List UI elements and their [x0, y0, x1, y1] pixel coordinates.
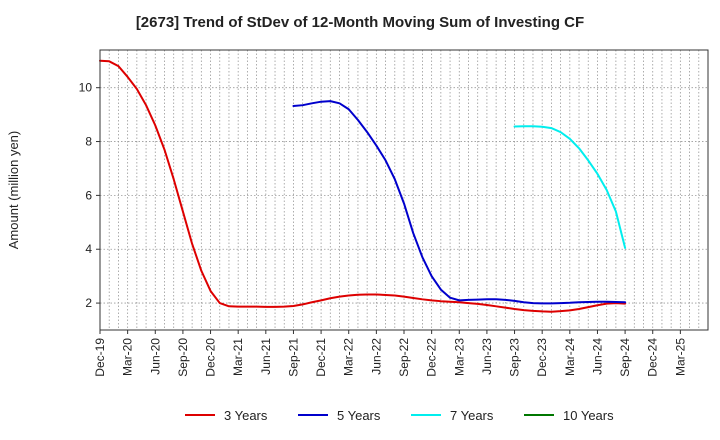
- x-tick-label: Sep-23: [508, 338, 522, 377]
- x-tick-label: Mar-21: [231, 338, 245, 376]
- legend-label-3-years: 3 Years: [224, 408, 268, 423]
- x-tick-label: Mar-22: [342, 338, 356, 376]
- chart-title: [2673] Trend of StDev of 12-Month Moving…: [135, 14, 585, 31]
- x-tick-label: Sep-22: [397, 338, 411, 377]
- x-tick-label: Sep-24: [618, 338, 632, 377]
- x-tick-label: Dec-24: [646, 338, 660, 377]
- x-tick-label: Jun-20: [148, 338, 162, 375]
- x-tick-label: Jun-21: [259, 338, 273, 375]
- y-tick-label: 6: [85, 188, 92, 202]
- legend: 3 Years 5 Years 7 Years 10 Years: [185, 408, 614, 423]
- x-tick-label: Jun-23: [480, 338, 494, 375]
- y-tick-label: 4: [85, 242, 92, 256]
- x-tick-label: Dec-20: [204, 338, 218, 377]
- legend-label-5-years: 5 Years: [337, 408, 381, 423]
- x-tick-label: Dec-21: [314, 338, 328, 377]
- legend-label-7-years: 7 Years: [450, 408, 494, 423]
- x-tick-label: Jun-22: [369, 338, 383, 375]
- series-line-3-years: [99, 59, 627, 313]
- x-tick-label: Jun-24: [590, 338, 604, 375]
- x-axis-ticks: Dec-19 Mar-20 Jun-20 Sep-20 Dec-20 Mar-21 Jun-…: [93, 330, 687, 377]
- x-tick-label: Dec-22: [425, 338, 439, 377]
- y-tick-label: 8: [85, 135, 92, 149]
- y-tick-label: 10: [79, 81, 93, 95]
- y-axis-ticks: 2 4 6 8 10: [79, 81, 100, 310]
- legend-label-10-years: 10 Years: [563, 408, 614, 423]
- series-lines: [99, 59, 627, 313]
- x-tick-label: Mar-24: [563, 338, 577, 376]
- x-tick-label: Sep-20: [176, 338, 190, 377]
- x-tick-label: Dec-23: [535, 338, 549, 377]
- grid: [100, 50, 708, 330]
- series-line-7-years: [513, 125, 627, 249]
- x-tick-label: Sep-21: [286, 338, 300, 377]
- x-tick-label: Mar-25: [673, 338, 687, 376]
- y-tick-label: 2: [85, 296, 92, 310]
- series-line-5-years: [292, 100, 627, 305]
- y-axis-title: Amount (million yen): [6, 131, 21, 250]
- x-tick-label: Mar-20: [121, 338, 135, 376]
- x-tick-label: Mar-23: [452, 338, 466, 376]
- x-tick-label: Dec-19: [93, 338, 107, 377]
